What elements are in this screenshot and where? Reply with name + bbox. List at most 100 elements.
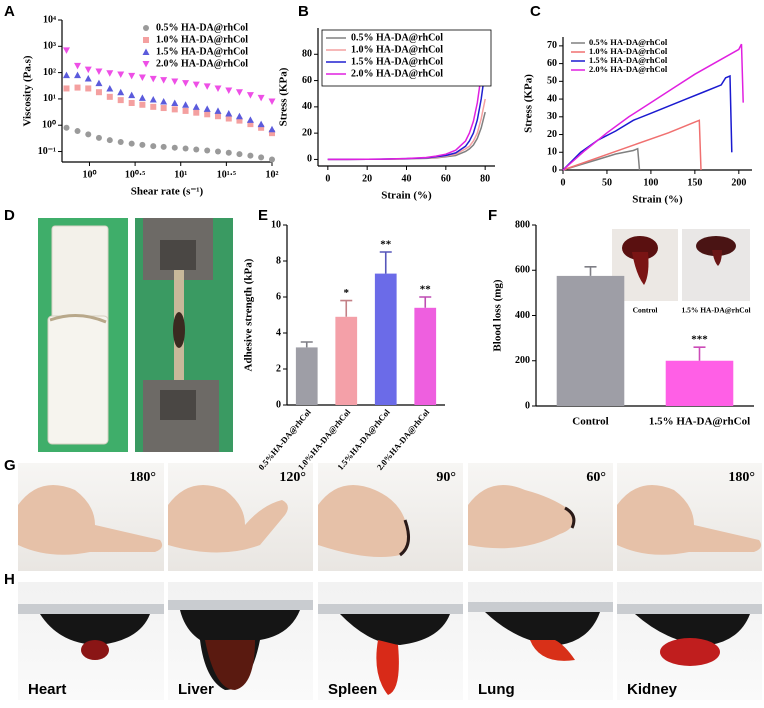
significance-label: * (344, 287, 350, 299)
data-point (117, 139, 124, 146)
data-point (150, 143, 157, 150)
data-point (84, 66, 92, 74)
legend-marker (142, 48, 150, 55)
data-point (246, 116, 254, 123)
angle-label: 90° (436, 470, 456, 485)
panel-label: E (258, 207, 268, 224)
y-tick-label: 50 (547, 76, 557, 87)
data-line (562, 119, 702, 171)
data-point (106, 70, 114, 77)
y-tick-label: 0 (525, 400, 530, 411)
data-point (95, 89, 102, 96)
y-tick-label: 10⁴ (43, 14, 56, 25)
y-tick-label: 10¹ (43, 93, 56, 104)
data-point (182, 107, 189, 114)
data-point (106, 84, 114, 92)
data-point (128, 91, 136, 99)
error-bar (340, 299, 353, 317)
y-tick-label: 0 (307, 154, 312, 165)
data-point (128, 72, 136, 80)
data-point (106, 93, 113, 100)
data-point (225, 149, 232, 156)
angle-label: 60° (586, 470, 606, 485)
y-tick-label: 2 (276, 363, 281, 374)
x-tick-label: 80 (480, 173, 490, 184)
data-point (203, 105, 211, 112)
data-point (74, 62, 82, 70)
panel-label: C (530, 3, 541, 20)
data-point (258, 124, 265, 131)
data-point (171, 144, 178, 151)
data-point (62, 47, 70, 54)
y-tick-label: 600 (515, 265, 530, 276)
data-point (150, 103, 157, 110)
data-point (117, 97, 124, 104)
data-point (95, 79, 103, 87)
y-tick-label: 40 (547, 93, 557, 104)
data-line (562, 74, 733, 171)
y-axis-title: Viscosity (Pa.s) (22, 55, 34, 126)
y-tick-label: 40 (302, 101, 312, 112)
x-axis-title: Strain (%) (381, 190, 432, 202)
organ-label: Spleen (328, 681, 377, 698)
significance-label: ** (380, 239, 392, 251)
error-bar (584, 266, 597, 276)
panel-label: D (4, 207, 15, 224)
legend-label: 1.5% HA-DA@rhCol (589, 55, 668, 65)
data-point (235, 112, 243, 120)
legend-label: 1.0% HA-DA@rhCol (156, 34, 248, 45)
angle-label: 180° (129, 470, 156, 485)
x-axis-title: Shear rate (s⁻¹) (131, 186, 204, 198)
data-point (269, 156, 275, 163)
inset-label: Control (633, 306, 658, 315)
data-point (117, 71, 125, 78)
data-point (74, 128, 81, 135)
y-axis-title: Blood loss (mg) (492, 279, 504, 351)
data-point (204, 147, 211, 154)
panel-label: A (4, 3, 15, 20)
x-tick-label: 60 (441, 173, 451, 184)
data-point (214, 113, 221, 120)
y-axis-title: Stress (KPa) (523, 74, 535, 133)
y-tick-label: 0 (552, 164, 557, 175)
significance-label: *** (691, 334, 708, 346)
panel-label: B (298, 3, 309, 20)
x-tick-label: 1.5% HA-DA@rhCol (649, 416, 750, 428)
data-line (562, 43, 744, 171)
y-tick-label: 10⁰ (42, 120, 56, 131)
legend-label: 2.0% HA-DA@rhCol (351, 68, 443, 79)
data-point (225, 115, 232, 122)
legend-marker (143, 25, 149, 31)
y-tick-label: 60 (547, 58, 557, 69)
y-tick-label: 10 (547, 147, 557, 158)
x-tick-label: 10⁰ (82, 169, 96, 180)
data-point (128, 99, 135, 106)
data-point (225, 87, 233, 94)
x-tick-label: 200 (731, 177, 746, 188)
y-tick-label: 80 (302, 49, 312, 60)
data-point (117, 88, 125, 96)
x-tick-label: 10¹ (174, 169, 187, 180)
x-axis-title: Strain (%) (632, 194, 683, 206)
data-point (236, 117, 243, 124)
data-point (214, 148, 221, 155)
data-point (106, 137, 113, 144)
y-tick-label: 20 (302, 127, 312, 138)
error-bar (379, 251, 392, 274)
y-tick-label: 10⁻¹ (38, 146, 56, 157)
y-tick-label: 8 (276, 255, 281, 266)
y-axis-title: Stress (KPa) (278, 67, 290, 126)
data-point (84, 74, 92, 82)
data-point (139, 101, 146, 108)
data-point (257, 94, 265, 102)
data-point (160, 105, 167, 112)
y-tick-label: 200 (515, 355, 530, 366)
legend-box (321, 29, 492, 87)
photo-tensile-test (135, 218, 233, 452)
data-point (171, 78, 179, 85)
data-point (95, 68, 103, 76)
legend-label: 1.0% HA-DA@rhCol (589, 46, 668, 56)
data-point (214, 107, 222, 114)
data-point (247, 152, 254, 159)
